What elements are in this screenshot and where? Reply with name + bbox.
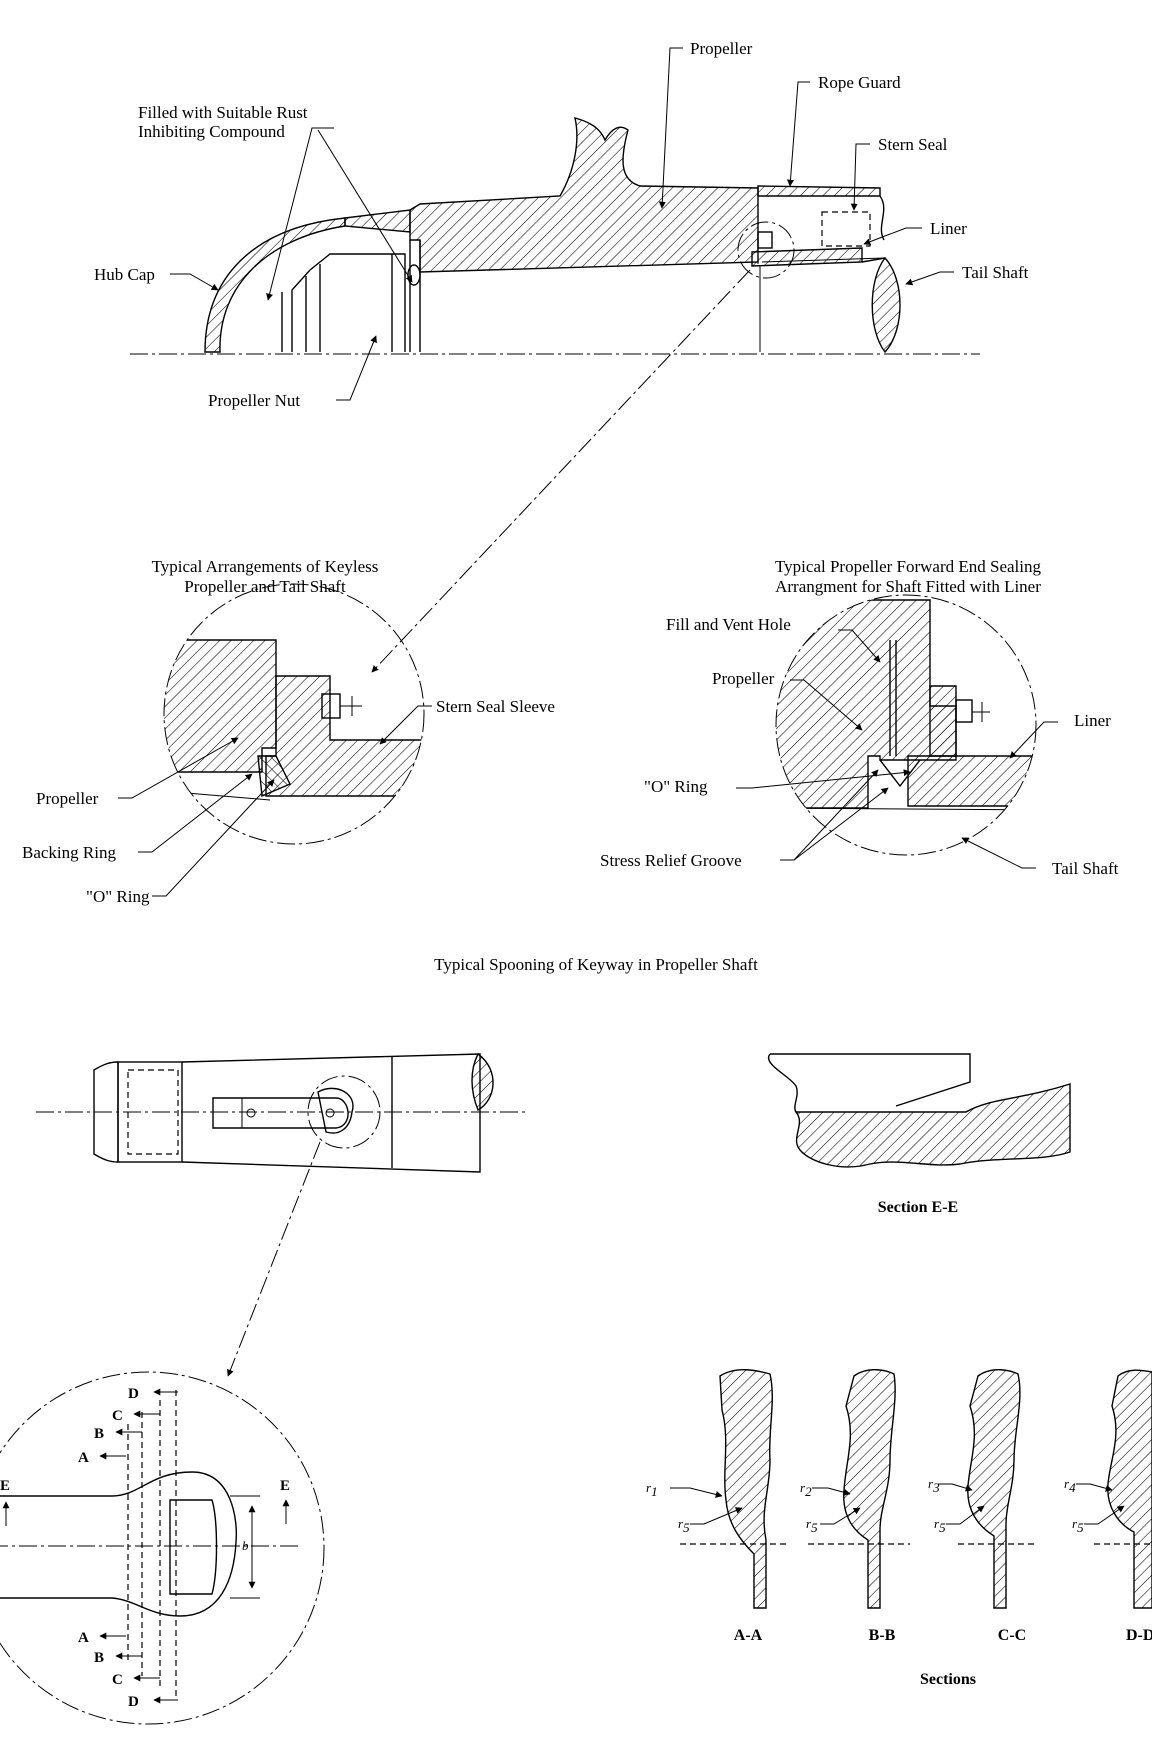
- section-bb: r2 r5 B-B: [800, 1369, 910, 1644]
- section-aa-r-top: r1: [646, 1480, 658, 1499]
- label-filled-1: Filled with Suitable Rust: [138, 103, 308, 122]
- stern-seal-box: [821, 211, 871, 247]
- letter-d-top: D: [128, 1386, 139, 1402]
- letter-c-top: C: [112, 1408, 123, 1424]
- keyless-oring: [257, 755, 291, 798]
- label-rope-guard: Rope Guard: [818, 73, 901, 92]
- letter-e-left: E: [0, 1478, 10, 1494]
- section-aa-label: A-A: [734, 1627, 763, 1644]
- sealing-title-1: Typical Propeller Forward End Sealing: [775, 557, 1042, 576]
- section-cc-r-top: r3: [928, 1476, 940, 1495]
- label-liner: Liner: [930, 219, 967, 238]
- section-bb-label: B-B: [869, 1627, 896, 1644]
- letter-a-bottom: A: [78, 1630, 89, 1646]
- letter-b-bottom: B: [94, 1650, 104, 1666]
- section-dd-label: D-D: [1126, 1627, 1152, 1644]
- label-propeller: Propeller: [690, 39, 753, 58]
- propeller-hub-shape: [409, 117, 759, 273]
- label-hub-cap: Hub Cap: [94, 265, 155, 284]
- hub-cap-shape: [204, 217, 346, 353]
- section-dd-r-bottom: r5: [1072, 1516, 1084, 1535]
- label-propeller-nut: Propeller Nut: [208, 391, 300, 410]
- section-ee-label: Section E-E: [878, 1199, 958, 1216]
- section-bb-r-bottom: r5: [806, 1516, 818, 1535]
- keyless-label-oring: "O" Ring: [86, 887, 150, 906]
- detail-circle-top: [737, 221, 795, 279]
- section-aa-r-bottom: r5: [678, 1516, 690, 1535]
- assembly-view: Propeller Rope Guard Filled with Suitabl…: [94, 39, 1029, 673]
- sealing-label-stress-relief: Stress Relief Groove: [600, 851, 742, 870]
- spoon-detail: D C B A A B C D E E b: [0, 1371, 325, 1725]
- keyless-label-propeller: Propeller: [36, 789, 99, 808]
- sealing-liner-shape: [907, 755, 1036, 807]
- letter-e-right: E: [280, 1478, 290, 1494]
- keyless-label-sleeve: Stern Seal Sleeve: [436, 697, 555, 716]
- dimension-b: b: [242, 1538, 249, 1553]
- section-aa: r1 r5 A-A: [646, 1369, 790, 1644]
- sealing-detail: Typical Propeller Forward End Sealing Ar…: [600, 557, 1119, 878]
- tail-shaft-section: [871, 256, 901, 354]
- letter-b-top: B: [94, 1426, 104, 1442]
- spoon-detail-circle: [307, 1075, 381, 1149]
- keyless-label-backing-ring: Backing Ring: [22, 843, 116, 862]
- label-stern-seal: Stern Seal: [878, 135, 948, 154]
- shaft-side-view: [36, 1052, 528, 1377]
- label-filled-2: Inhibiting Compound: [138, 122, 285, 141]
- keyless-detail-circle: [163, 583, 425, 845]
- sealing-label-fill-vent: Fill and Vent Hole: [666, 615, 791, 634]
- section-cc: r3 r5 C-C: [928, 1369, 1036, 1644]
- keyless-title-2: Propeller and Tail Shaft: [184, 577, 346, 596]
- section-cc-label: C-C: [998, 1627, 1026, 1644]
- liner-shape: [751, 247, 863, 267]
- sealing-detail-circle: [775, 594, 1037, 856]
- keyless-sleeve-shape: [265, 675, 424, 797]
- spooning-title: Typical Spooning of Keyway in Propeller …: [434, 955, 758, 974]
- section-dd-r-top: r4: [1064, 1476, 1076, 1495]
- letter-c-bottom: C: [112, 1672, 123, 1688]
- label-tail-shaft: Tail Shaft: [962, 263, 1029, 282]
- keyless-propeller-shape: [164, 639, 277, 773]
- sealing-title-2: Arrangment for Shaft Fitted with Liner: [775, 577, 1041, 596]
- hub-cap-flange: [344, 209, 411, 233]
- propeller-nut-shape: [281, 240, 421, 352]
- letter-d-bottom: D: [128, 1694, 139, 1710]
- section-dd: r4 r5 D-D: [1064, 1369, 1152, 1644]
- keyless-detail: Typical Arrangements of Keyless Propelle…: [22, 557, 555, 906]
- rope-guard-shape: [757, 185, 881, 197]
- sections-caption: Sections: [920, 1671, 976, 1688]
- sealing-label-liner: Liner: [1074, 711, 1111, 730]
- sealing-label-oring: "O" Ring: [644, 777, 708, 796]
- sealing-bolt-block: [929, 685, 957, 757]
- sealing-label-propeller: Propeller: [712, 669, 775, 688]
- sealing-label-tail-shaft: Tail Shaft: [1052, 859, 1119, 878]
- section-bb-r-top: r2: [800, 1480, 812, 1499]
- keyless-title-1: Typical Arrangements of Keyless: [152, 557, 379, 576]
- letter-a-top: A: [78, 1450, 89, 1466]
- section-cc-r-bottom: r5: [934, 1516, 946, 1535]
- spoon-detail-large-circle: [0, 1371, 325, 1725]
- sections-group: r1 r5 A-A r2 r5 B-B r3 r5 C-C r4: [646, 1369, 1152, 1688]
- section-ee: Section E-E: [767, 1053, 1071, 1216]
